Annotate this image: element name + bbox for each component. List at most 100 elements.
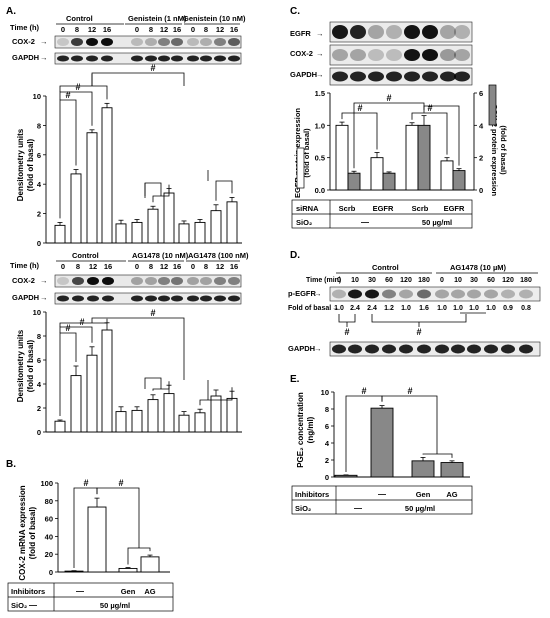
y-tick-label: 1.5 xyxy=(315,89,325,98)
bar-egfr xyxy=(440,160,454,191)
band xyxy=(440,25,456,39)
sio2-none: — xyxy=(354,504,362,513)
inhibitor-none: — xyxy=(378,490,386,499)
band xyxy=(158,295,170,302)
sio2-dose: 50 µg/ml xyxy=(100,601,130,610)
significance-bracket xyxy=(199,387,233,406)
time-tick: 16 xyxy=(173,262,181,271)
time-tick: 0 xyxy=(191,25,195,34)
sirna-label: siRNA xyxy=(296,204,319,213)
panel-b-treatment-table: Inhibitors SiO₂ — Gen AG — 50 µg/ml xyxy=(7,582,174,612)
significance-mark: # xyxy=(150,308,155,318)
bar xyxy=(147,399,159,433)
band xyxy=(332,289,346,299)
y-tick-label: 6 xyxy=(479,89,483,98)
fold-value: 1.0 xyxy=(334,305,344,312)
gapdh-label: GAPDH xyxy=(290,70,317,79)
inhibitor-gen: Gen xyxy=(416,490,431,499)
significance-mark: # xyxy=(75,82,80,92)
band xyxy=(399,344,413,354)
band xyxy=(87,295,99,302)
band xyxy=(131,55,143,62)
panel-b-chart: COX-2 mRNA expression (fold of basal) 0 2… xyxy=(18,478,170,581)
y-tick-label: 40 xyxy=(45,532,53,541)
panel-label-b: B. xyxy=(6,459,16,470)
band xyxy=(332,71,348,82)
band xyxy=(386,25,402,39)
band xyxy=(71,55,83,62)
significance-bracket xyxy=(423,105,460,166)
time-tick: 30 xyxy=(470,277,478,284)
cox2-blot xyxy=(54,274,242,288)
y-axis-title: PGE₂ concentration xyxy=(296,392,305,468)
band xyxy=(451,289,465,299)
svg-text:→: → xyxy=(40,37,48,46)
band xyxy=(404,71,420,82)
significance-mark: # xyxy=(386,93,391,103)
bar-egfr xyxy=(370,157,384,191)
legend-swatch-egfr xyxy=(296,147,305,189)
inhibitor-ag: AG xyxy=(446,490,457,499)
band xyxy=(451,344,465,354)
significance-mark: # xyxy=(427,103,432,113)
band xyxy=(145,277,157,285)
bar xyxy=(178,223,190,244)
time-tick: 0 xyxy=(337,277,341,284)
y-axis-subtitle: (fold of basal) xyxy=(26,339,35,392)
band xyxy=(365,344,379,354)
significance-bracket xyxy=(371,314,467,323)
significance-bracket xyxy=(127,547,151,565)
bar-cox2 xyxy=(382,172,396,191)
band xyxy=(467,289,481,299)
gapdh-label: GAPDH xyxy=(288,344,315,353)
significance-bracket xyxy=(59,99,77,219)
group-label-ag1478-10: AG1478 (10 nM) xyxy=(132,251,189,260)
bar xyxy=(163,192,175,244)
time-tick: 0 xyxy=(61,262,65,271)
gapdh-label: GAPDH xyxy=(12,293,39,302)
gapdh-label: GAPDH xyxy=(12,53,39,62)
panel-a1-chart: Densitometry units (fold of basal) 0 2 4 6 8… xyxy=(16,63,242,248)
y-tick-label: 100 xyxy=(40,479,53,488)
time-tick: 16 xyxy=(173,25,181,34)
y-tick-label: 6 xyxy=(325,422,329,431)
bar xyxy=(131,221,143,244)
band xyxy=(365,289,379,299)
band xyxy=(131,38,143,46)
significance-bracket xyxy=(59,326,93,343)
band xyxy=(404,49,420,61)
fold-value: 1.6 xyxy=(419,305,429,312)
bar xyxy=(163,393,175,433)
svg-text:→: → xyxy=(316,70,324,79)
bar-cox2 xyxy=(347,172,361,191)
significance-bracket xyxy=(422,453,453,458)
group-label-control: Control xyxy=(372,263,399,272)
band xyxy=(454,25,470,39)
inhibitor-gen: Gen xyxy=(121,587,136,596)
band xyxy=(86,38,98,46)
band xyxy=(435,289,449,299)
svg-text:→: → xyxy=(316,49,324,58)
band xyxy=(228,55,240,62)
time-tick: 12 xyxy=(160,262,168,271)
bar xyxy=(226,397,238,433)
y-axis-title: Densitometry units xyxy=(16,329,25,402)
y-tick-label: 4 xyxy=(37,380,42,389)
y-tick-label: 0 xyxy=(479,186,483,195)
significance-bracket xyxy=(59,91,93,126)
significance-mark: # xyxy=(344,327,349,337)
y-tick-label: 0.5 xyxy=(315,154,325,163)
y-tick-label: 4 xyxy=(479,121,484,130)
time-tick: 12 xyxy=(216,25,224,34)
significance-bracket xyxy=(144,182,162,196)
svg-text:→: → xyxy=(332,305,339,312)
band xyxy=(368,71,384,82)
y-axis-subtitle: (fold of basal) xyxy=(28,506,37,559)
significance-bracket xyxy=(91,72,185,86)
time-tick: 16 xyxy=(104,262,112,271)
bar xyxy=(226,201,238,244)
band xyxy=(214,38,226,46)
bar xyxy=(64,570,84,573)
significance-bracket xyxy=(59,332,77,416)
bar xyxy=(210,210,222,244)
